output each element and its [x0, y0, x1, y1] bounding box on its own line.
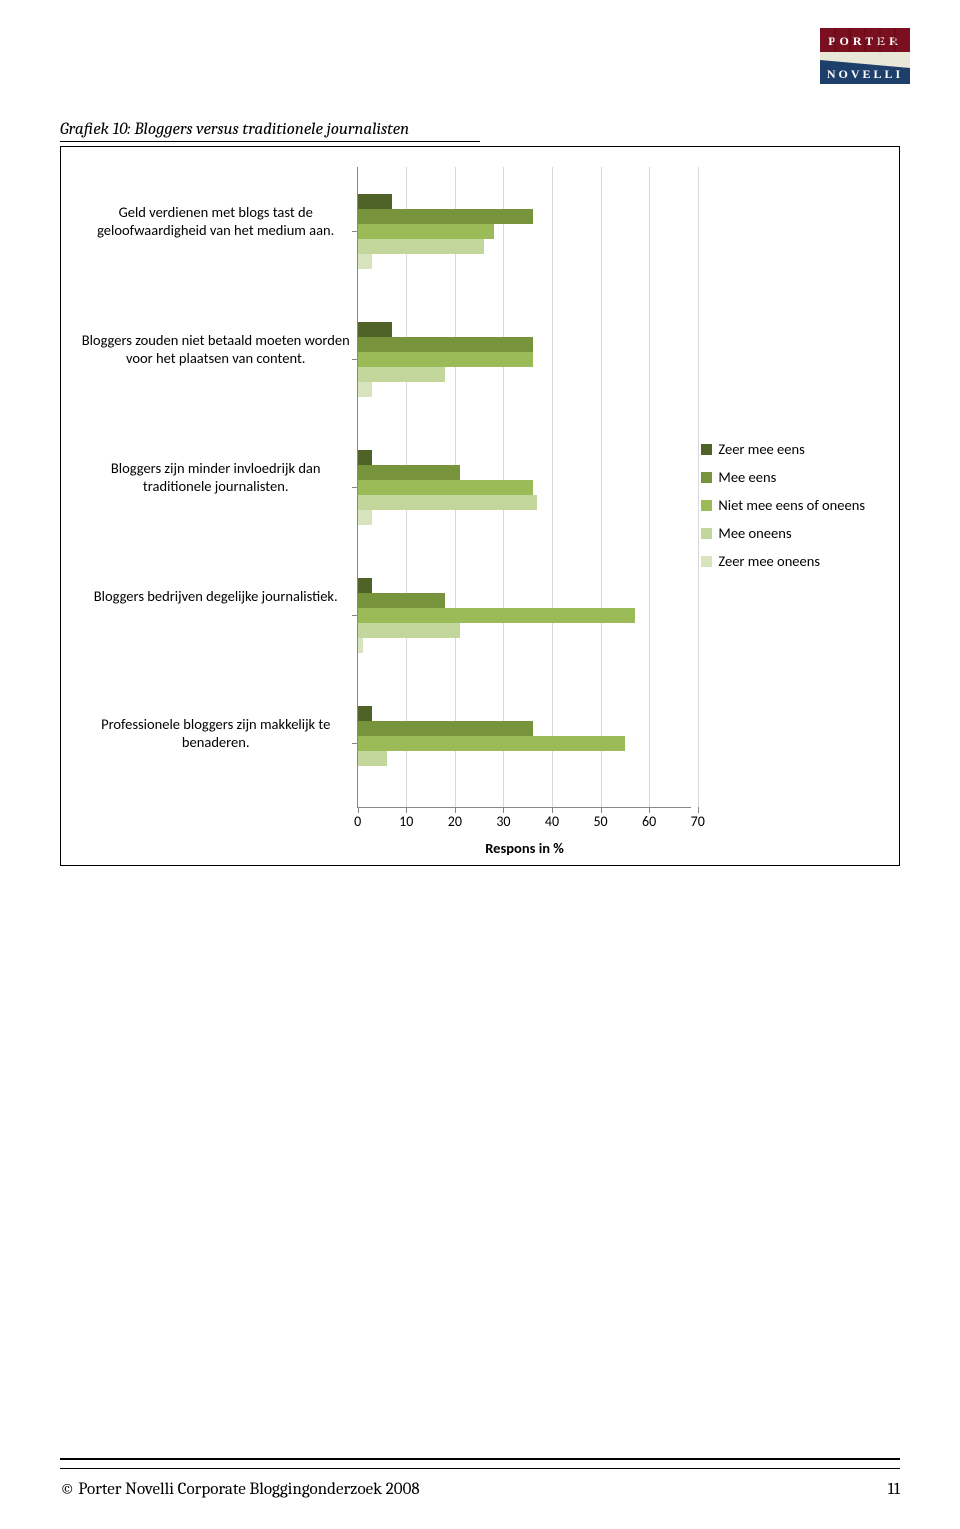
bar: [358, 224, 494, 239]
footer-left: © Porter Novelli Corporate Bloggingonder…: [60, 1480, 420, 1499]
logo-bottom-text: NOVELLI: [827, 67, 903, 81]
bar: [358, 194, 392, 209]
category-label: Geld verdienen met blogs tast de geloofw…: [81, 203, 351, 239]
footer-rule: [60, 1458, 900, 1469]
gridline: [552, 167, 553, 807]
legend: Zeer mee eens Mee eens Niet mee eens of on…: [691, 167, 883, 843]
x-tick-mark: [455, 807, 456, 813]
document-page: PORTER NOVELLI Grafiek 10: Bloggers vers…: [0, 0, 960, 1529]
x-axis-ticks: 010203040506070: [358, 813, 692, 833]
chart-title: Grafiek 10: Bloggers versus traditionele…: [60, 120, 480, 142]
legend-label: Mee oneens: [718, 524, 791, 542]
bar: [358, 736, 625, 751]
category-label: Bloggers bedrijven degelijke journalisti…: [81, 587, 351, 605]
legend-swatch: [701, 556, 712, 567]
legend-item: Zeer mee eens: [701, 440, 883, 458]
gridline: [601, 167, 602, 807]
bar: [358, 450, 373, 465]
footer-page-number: 11: [888, 1480, 900, 1499]
gridline: [698, 167, 699, 807]
x-tick-mark: [601, 807, 602, 813]
bar: [358, 367, 445, 382]
x-tick-mark: [649, 807, 650, 813]
bar: [358, 706, 373, 721]
legend-item: Zeer mee oneens: [701, 552, 883, 570]
bar: [358, 322, 392, 337]
legend-label: Zeer mee eens: [718, 440, 804, 458]
bar: [358, 578, 373, 593]
legend-item: Mee eens: [701, 468, 883, 486]
bar: [358, 239, 484, 254]
category-label: Bloggers zijn minder invloedrijk dan tra…: [81, 459, 351, 495]
bar: [358, 209, 533, 224]
x-tick-label: 0: [354, 813, 361, 830]
legend-item: Mee oneens: [701, 524, 883, 542]
logo-svg: PORTER NOVELLI: [820, 28, 910, 84]
x-tick-label: 50: [593, 813, 607, 830]
category-label: Professionele bloggers zijn makkelijk te…: [81, 715, 351, 751]
x-tick-label: 40: [545, 813, 559, 830]
legend-swatch: [701, 528, 712, 539]
legend-swatch: [701, 500, 712, 511]
bar: [358, 510, 373, 525]
x-tick-label: 70: [691, 813, 705, 830]
bar: [358, 352, 533, 367]
bar: [358, 254, 373, 269]
brand-logo: PORTER NOVELLI: [820, 28, 910, 84]
bar: [358, 337, 533, 352]
x-tick-mark: [503, 807, 504, 813]
bar: [358, 465, 460, 480]
gridline: [649, 167, 650, 807]
bar: [358, 608, 635, 623]
legend-label: Niet mee eens of oneens: [718, 496, 865, 514]
page-footer: © Porter Novelli Corporate Bloggingonder…: [60, 1480, 900, 1499]
bar: [358, 382, 373, 397]
legend-item: Niet mee eens of oneens: [701, 496, 883, 514]
category-label: Bloggers zouden niet betaald moeten word…: [81, 331, 351, 367]
x-tick-mark: [698, 807, 699, 813]
x-tick-mark: [358, 807, 359, 813]
plot-area: 010203040506070 Respons in %: [357, 167, 692, 808]
bar: [358, 751, 387, 766]
legend-swatch: [701, 472, 712, 483]
bar: [358, 638, 363, 653]
chart-frame: Geld verdienen met blogs tast de geloofw…: [60, 146, 900, 866]
bar: [358, 593, 445, 608]
x-tick-label: 30: [496, 813, 510, 830]
x-tick-label: 20: [448, 813, 462, 830]
bar: [358, 721, 533, 736]
chart-body: Geld verdienen met blogs tast de geloofw…: [77, 167, 883, 843]
category-labels: Geld verdienen met blogs tast de geloofw…: [77, 167, 357, 843]
bar: [358, 480, 533, 495]
x-tick-mark: [406, 807, 407, 813]
bar: [358, 623, 460, 638]
legend-label: Mee eens: [718, 468, 776, 486]
x-tick-label: 60: [642, 813, 656, 830]
legend-swatch: [701, 444, 712, 455]
x-tick-mark: [552, 807, 553, 813]
x-axis-label: Respons in %: [485, 839, 564, 857]
x-tick-label: 10: [399, 813, 413, 830]
bar: [358, 495, 538, 510]
legend-label: Zeer mee oneens: [718, 552, 820, 570]
